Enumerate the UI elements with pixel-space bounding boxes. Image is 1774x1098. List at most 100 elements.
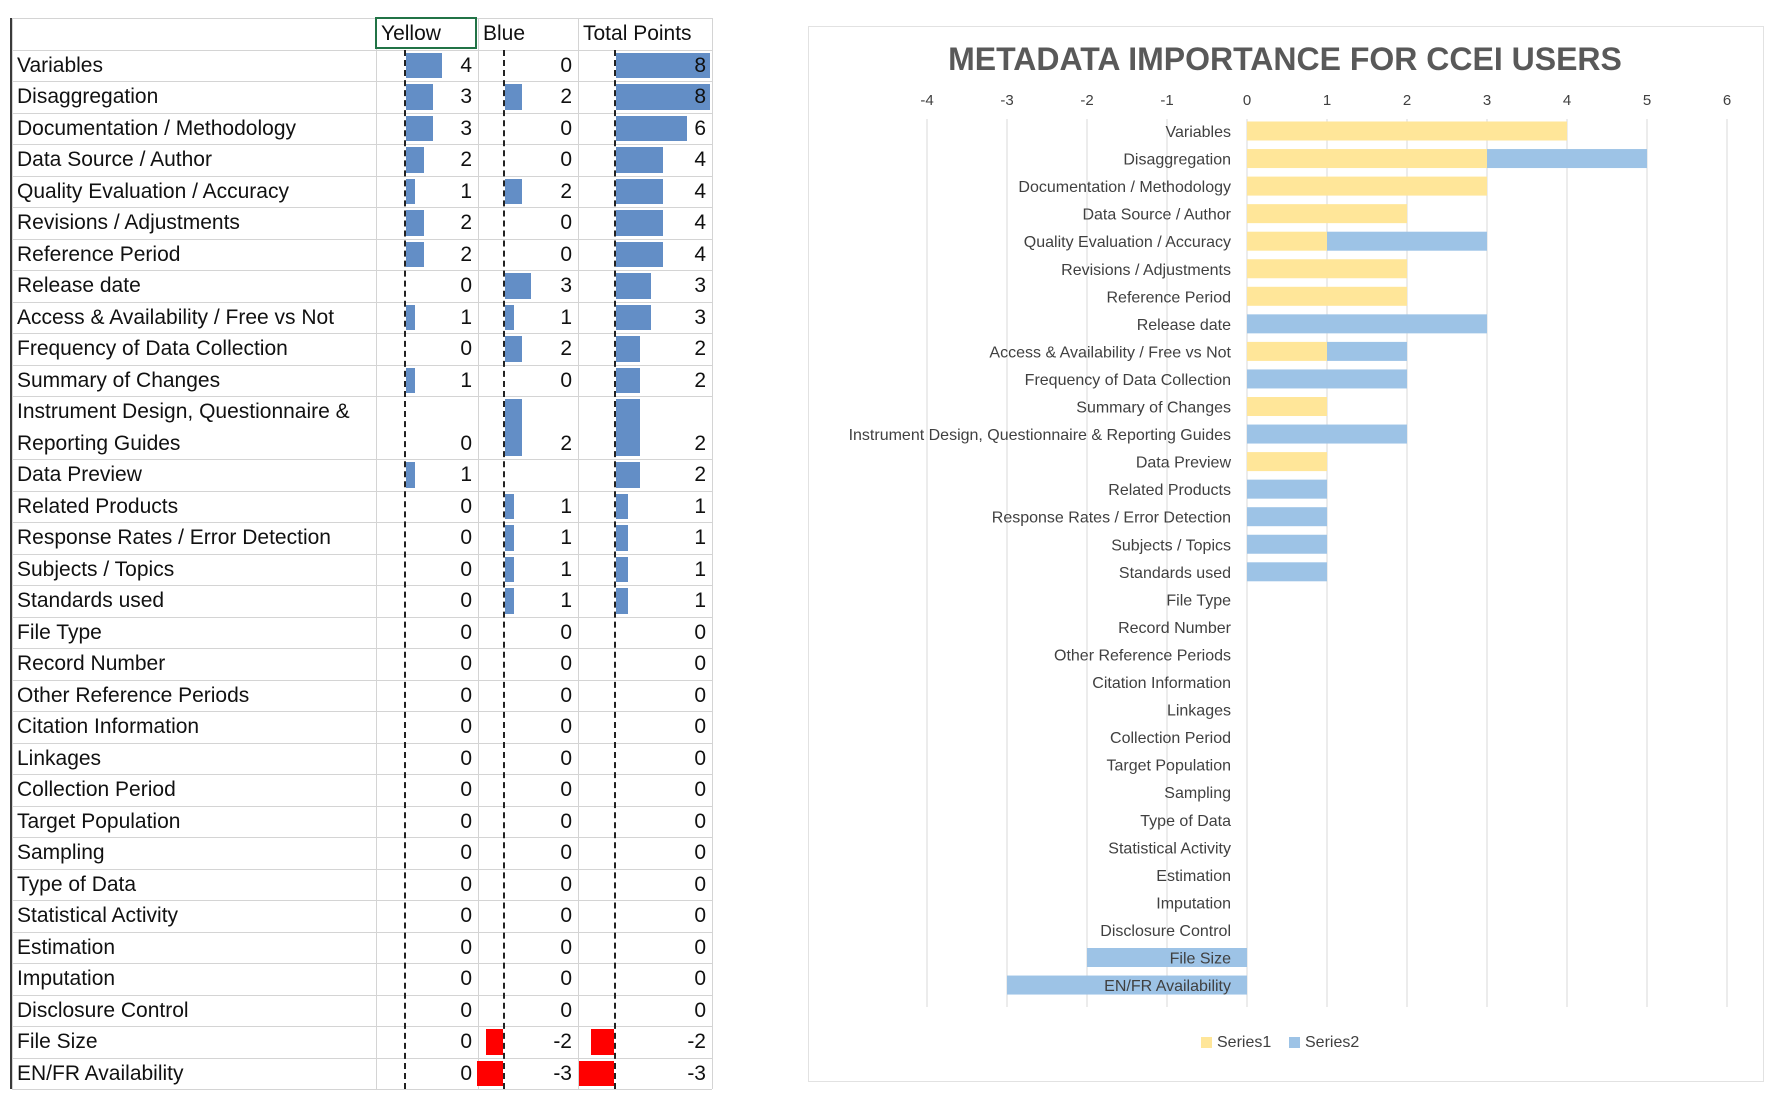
row-label[interactable]: Data Source / Author	[17, 148, 212, 171]
cell-value-total[interactable]: 2	[694, 431, 706, 455]
row-label[interactable]: Linkages	[17, 746, 102, 770]
cell-value-total[interactable]: 1	[694, 557, 706, 581]
cell-value-blue[interactable]: 2	[560, 85, 572, 108]
row-label[interactable]: Standards used	[17, 589, 165, 612]
row-label[interactable]: Other Reference Periods	[17, 683, 250, 707]
cell-value-total[interactable]: 2	[694, 463, 706, 486]
cell-value-total[interactable]: 1	[694, 494, 706, 518]
cell-value-yellow[interactable]: 0	[460, 589, 472, 612]
cell-value-yellow[interactable]: 1	[460, 463, 472, 486]
row-label[interactable]: Reference Period	[17, 242, 181, 266]
cell-value-total[interactable]: 0	[694, 872, 706, 896]
row-label[interactable]: Sampling	[17, 841, 105, 864]
row-label[interactable]: Subjects / Topics	[17, 557, 175, 581]
cell-value-blue[interactable]: 0	[560, 116, 572, 140]
cell-value-blue[interactable]: 1	[560, 305, 572, 329]
cell-value-yellow[interactable]: 3	[460, 85, 472, 108]
cell-value-total[interactable]: 4	[694, 211, 706, 234]
cell-value-blue[interactable]: 2	[560, 179, 572, 203]
cell-value-blue[interactable]: 1	[560, 557, 572, 581]
row-label[interactable]: Collection Period	[17, 778, 176, 801]
cell-value-total[interactable]: 3	[694, 274, 706, 297]
cell-value-blue[interactable]: 0	[560, 746, 572, 770]
cell-value-yellow[interactable]: 1	[460, 305, 472, 329]
row-label[interactable]: EN/FR Availability	[17, 1061, 184, 1085]
cell-value-blue[interactable]: 1	[560, 589, 572, 612]
cell-value-total[interactable]: 0	[694, 778, 706, 801]
cell-value-yellow[interactable]: 0	[460, 274, 472, 297]
cell-value-blue[interactable]: 1	[560, 526, 572, 549]
cell-value-blue[interactable]: 0	[560, 904, 572, 927]
cell-value-blue[interactable]: 0	[560, 998, 572, 1022]
cell-value-total[interactable]: -2	[687, 1030, 706, 1053]
row-label[interactable]: Estimation	[17, 935, 116, 959]
row-label[interactable]: Related Products	[17, 494, 179, 518]
cell-value-blue[interactable]: 0	[560, 211, 572, 234]
cell-value-yellow[interactable]: 0	[460, 872, 472, 896]
cell-value-total[interactable]: 0	[694, 652, 706, 675]
cell-value-blue[interactable]: 0	[560, 683, 572, 707]
row-label[interactable]: Frequency of Data Collection	[17, 337, 288, 360]
cell-value-yellow[interactable]: 0	[460, 778, 472, 801]
row-label-line2[interactable]: Reporting Guides	[17, 431, 181, 455]
header-total-points[interactable]: Total Points	[583, 22, 692, 45]
cell-value-yellow[interactable]: 0	[460, 337, 472, 360]
row-label[interactable]: Citation Information	[17, 715, 200, 738]
cell-value-blue[interactable]: 0	[560, 148, 572, 171]
row-label[interactable]: Record Number	[17, 652, 166, 675]
cell-value-total[interactable]: -3	[687, 1061, 706, 1085]
cell-value-yellow[interactable]: 4	[460, 53, 472, 77]
cell-value-yellow[interactable]: 0	[460, 1061, 472, 1085]
cell-value-blue[interactable]: 0	[560, 841, 572, 864]
cell-value-total[interactable]: 0	[694, 841, 706, 864]
row-label[interactable]: Type of Data	[17, 872, 137, 896]
row-label[interactable]: Disaggregation	[17, 85, 159, 108]
cell-value-blue[interactable]: 0	[560, 809, 572, 833]
row-label[interactable]: Documentation / Methodology	[17, 116, 296, 140]
cell-value-blue[interactable]: 0	[560, 872, 572, 896]
cell-value-total[interactable]: 2	[694, 337, 706, 360]
cell-value-yellow[interactable]: 0	[460, 998, 472, 1022]
cell-value-yellow[interactable]: 0	[460, 526, 472, 549]
cell-value-yellow[interactable]: 0	[460, 841, 472, 864]
cell-value-yellow[interactable]: 0	[460, 967, 472, 990]
cell-value-total[interactable]: 1	[694, 589, 706, 612]
row-label[interactable]: Imputation	[17, 967, 116, 990]
cell-value-blue[interactable]: 0	[560, 242, 572, 266]
cell-value-total[interactable]: 3	[694, 305, 706, 329]
cell-value-total[interactable]: 0	[694, 904, 706, 927]
selected-cell[interactable]	[375, 17, 477, 49]
cell-value-blue[interactable]: 0	[560, 368, 572, 392]
row-label[interactable]: File Size	[17, 1030, 98, 1053]
cell-value-total[interactable]: 0	[694, 998, 706, 1022]
cell-value-blue[interactable]: -3	[553, 1061, 572, 1085]
cell-value-yellow[interactable]: 0	[460, 746, 472, 770]
cell-value-yellow[interactable]: 2	[460, 211, 472, 234]
cell-value-total[interactable]: 0	[694, 715, 706, 738]
row-label[interactable]: Statistical Activity	[17, 904, 179, 927]
row-label[interactable]: Summary of Changes	[17, 368, 221, 392]
row-label[interactable]: Quality Evaluation / Accuracy	[17, 179, 289, 203]
cell-value-blue[interactable]: 3	[560, 274, 572, 297]
cell-value-total[interactable]: 6	[694, 116, 706, 140]
cell-value-total[interactable]: 0	[694, 809, 706, 833]
row-label[interactable]: Response Rates / Error Detection	[17, 526, 331, 549]
row-label[interactable]: Variables	[17, 53, 103, 77]
header-blue[interactable]: Blue	[483, 22, 526, 45]
cell-value-yellow[interactable]: 0	[460, 652, 472, 675]
row-label[interactable]: Instrument Design, Questionnaire &	[17, 400, 350, 423]
chart-area[interactable]: METADATA IMPORTANCE FOR CCEI USERS -4 -3 -2…	[808, 26, 1764, 1082]
cell-value-blue[interactable]: 0	[560, 53, 572, 77]
cell-value-total[interactable]: 2	[694, 368, 706, 392]
cell-value-total[interactable]: 4	[694, 179, 706, 203]
cell-value-yellow[interactable]: 0	[460, 809, 472, 833]
row-label[interactable]: File Type	[17, 620, 102, 644]
cell-value-yellow[interactable]: 0	[460, 904, 472, 927]
cell-value-blue[interactable]: 0	[560, 715, 572, 738]
cell-value-total[interactable]: 0	[694, 935, 706, 959]
row-label[interactable]: Revisions / Adjustments	[17, 211, 240, 234]
row-label[interactable]: Target Population	[17, 809, 181, 833]
cell-value-yellow[interactable]: 0	[460, 620, 472, 644]
cell-value-yellow[interactable]: 0	[460, 935, 472, 959]
cell-value-blue[interactable]: 0	[560, 935, 572, 959]
